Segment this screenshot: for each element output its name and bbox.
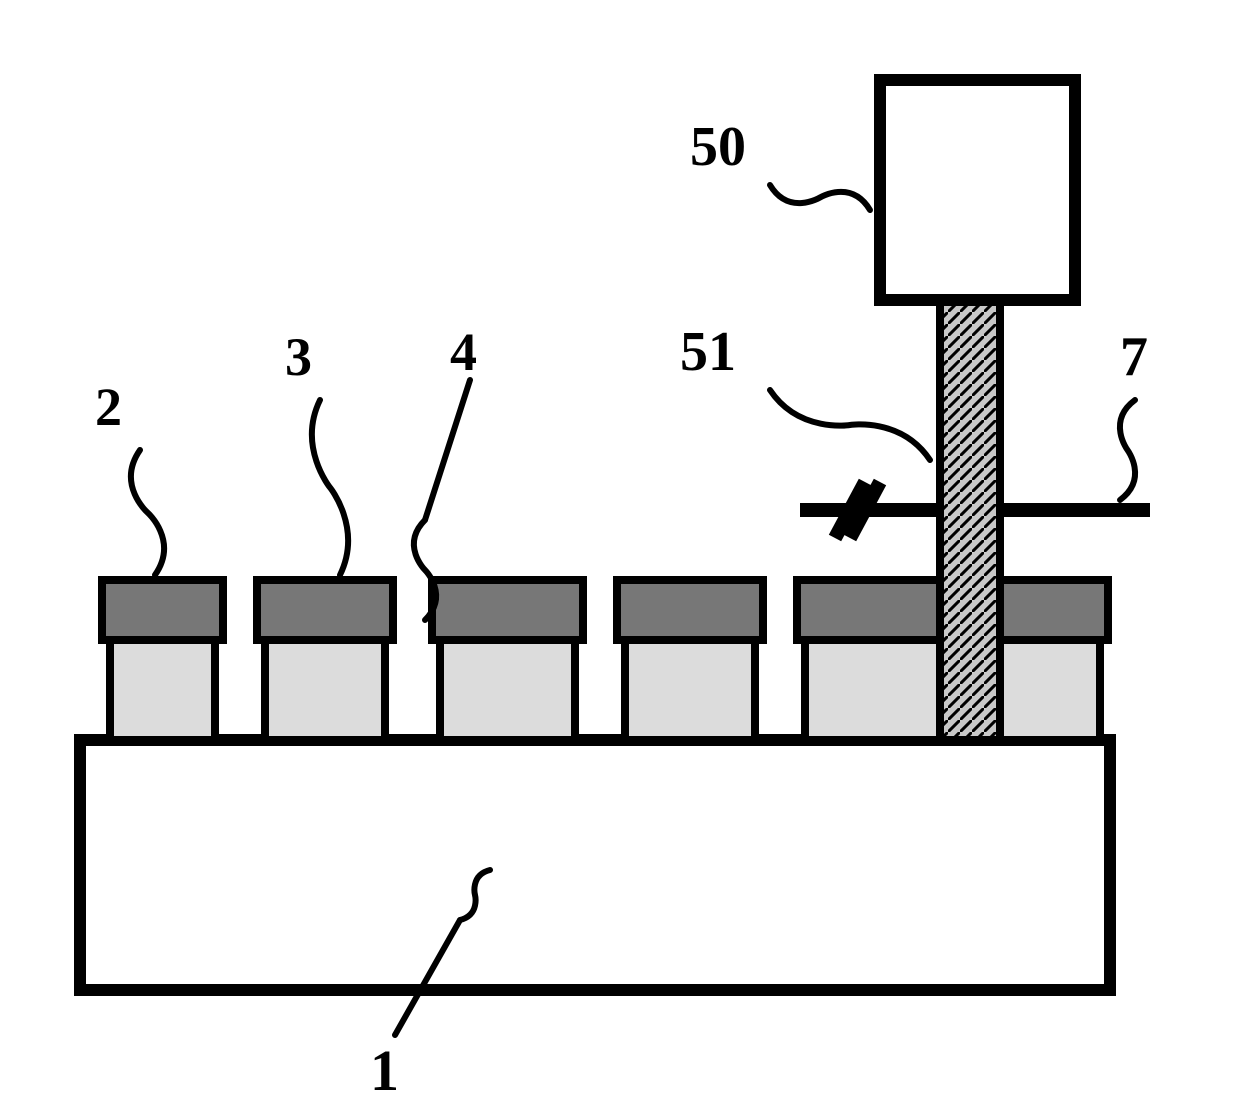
stack-pair: [617, 580, 763, 740]
label-1: 1: [370, 1038, 399, 1103]
leader-4-line: [425, 380, 470, 520]
lower-block: [805, 640, 940, 740]
pillar-51: [940, 300, 1000, 740]
upper-block: [102, 580, 223, 640]
upper-block: [617, 580, 763, 640]
lower-block: [110, 640, 215, 740]
label-3: 3: [285, 327, 312, 387]
leader-51: [770, 390, 930, 460]
leader-7: [1120, 400, 1135, 500]
label-50: 50: [690, 116, 746, 178]
label-51: 51: [680, 321, 736, 383]
lower-block: [625, 640, 755, 740]
stack-pair: [992, 580, 1108, 740]
lower-block: [265, 640, 385, 740]
leader-4-squiggle: [414, 520, 436, 620]
lower-block: [440, 640, 575, 740]
stack-pair: [797, 580, 948, 740]
stack-pair: [432, 580, 583, 740]
label-7: 7: [1120, 326, 1148, 388]
lower-block: [1000, 640, 1100, 740]
upper-block: [257, 580, 393, 640]
upper-block: [797, 580, 948, 640]
stack-pair: [257, 580, 393, 740]
top-box-50: [880, 80, 1075, 300]
base-substrate: [80, 740, 1110, 990]
leader-3: [312, 400, 348, 575]
upper-block: [432, 580, 583, 640]
leader-50: [770, 185, 870, 210]
label-4: 4: [450, 322, 477, 382]
leader-2: [131, 450, 164, 575]
label-2: 2: [95, 377, 122, 437]
upper-block: [992, 580, 1108, 640]
stack-pair: [102, 580, 223, 740]
